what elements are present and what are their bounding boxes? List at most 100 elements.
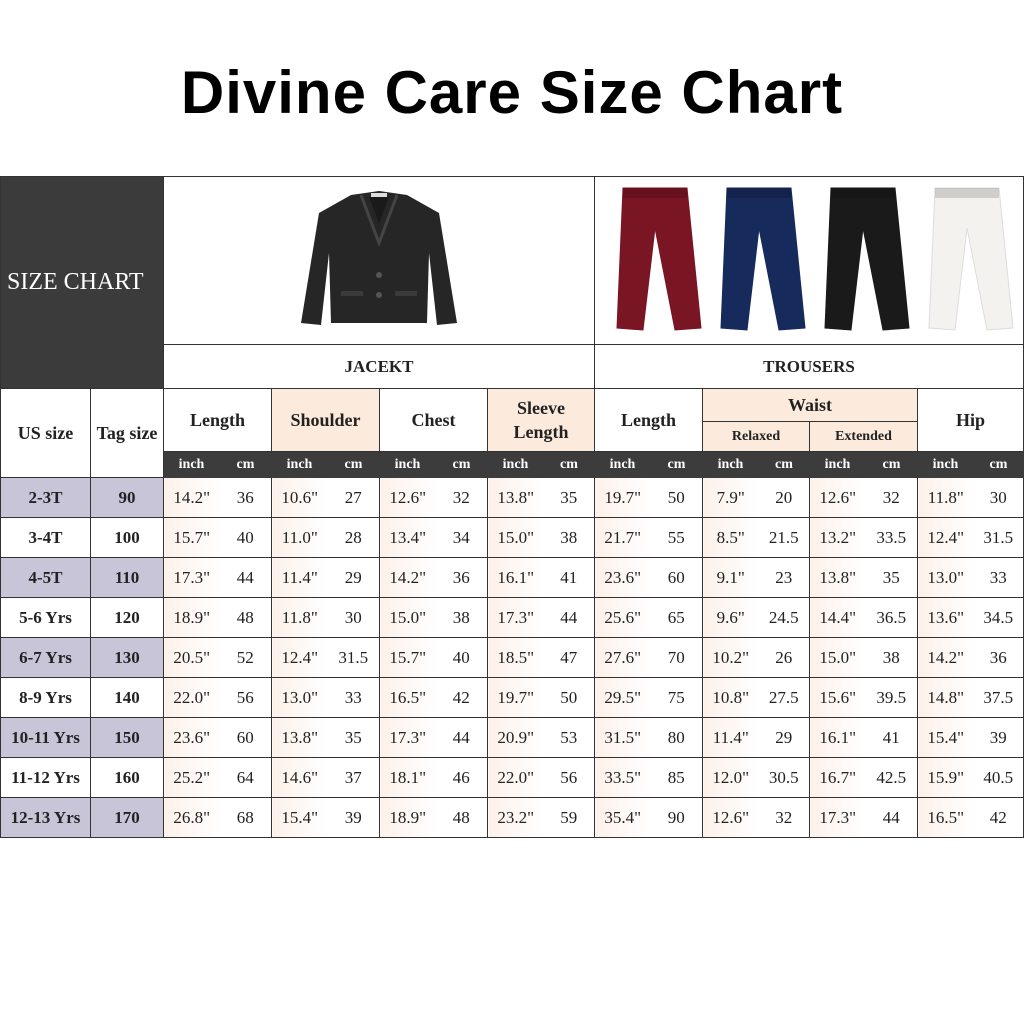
trousers-waistband — [727, 188, 791, 198]
inch-value-cell: 31.5" — [594, 717, 651, 758]
inch-value-cell: 29.5" — [594, 677, 651, 718]
cm-value-cell: 41 — [865, 717, 918, 758]
inch-value-cell: 15.4" — [917, 717, 974, 758]
cm-value-cell: 38 — [865, 637, 918, 678]
header-jacket-length: Length — [163, 388, 272, 452]
inch-value-cell: 15.9" — [917, 757, 974, 798]
cm-value-cell: 48 — [219, 597, 272, 638]
tag-size-cell: 150 — [90, 717, 164, 758]
inch-value-cell: 11.0" — [271, 517, 328, 558]
cm-value-cell: 44 — [543, 597, 595, 638]
header-sleeve-length: Sleeve Length — [487, 388, 595, 452]
trousers-waistband — [831, 188, 895, 198]
unit-cm: cm — [435, 451, 488, 478]
inch-value-cell: 11.4" — [702, 717, 759, 758]
cm-value-cell: 80 — [650, 717, 703, 758]
cm-value-cell: 30 — [327, 597, 380, 638]
tag-size-cell: 160 — [90, 757, 164, 798]
cm-value-cell: 60 — [650, 557, 703, 598]
trousers-item — [928, 187, 1014, 331]
inch-value-cell: 15.4" — [271, 797, 328, 838]
inch-value-cell: 22.0" — [163, 677, 220, 718]
us-size-cell: 2-3T — [0, 477, 91, 518]
cm-value-cell: 24.5 — [758, 597, 810, 638]
unit-cm: cm — [973, 451, 1024, 478]
cm-value-cell: 38 — [435, 597, 488, 638]
unit-inch: inch — [271, 451, 328, 478]
jacket-label: JACEKT — [163, 344, 595, 389]
cm-value-cell: 40 — [219, 517, 272, 558]
tag-size-cell: 110 — [90, 557, 164, 598]
inch-value-cell: 16.5" — [917, 797, 974, 838]
inch-value-cell: 14.2" — [379, 557, 436, 598]
unit-cm: cm — [219, 451, 272, 478]
table-row: 10-11 Yrs 150 23.6" 60 13.8" 35 17.3" 44 20.9" 53… — [0, 717, 1024, 758]
cm-value-cell: 34.5 — [973, 597, 1024, 638]
us-size-cell: 8-9 Yrs — [0, 677, 91, 718]
inch-value-cell: 17.3" — [163, 557, 220, 598]
jacket-image — [163, 176, 595, 345]
unit-cm: cm — [758, 451, 810, 478]
table-row: 3-4T 100 15.7" 40 11.0" 28 13.4" 34 15.0" 38 21.7"… — [0, 517, 1024, 558]
cm-value-cell: 31.5 — [973, 517, 1024, 558]
us-size-cell: 3-4T — [0, 517, 91, 558]
inch-value-cell: 35.4" — [594, 797, 651, 838]
inch-value-cell: 15.0" — [379, 597, 436, 638]
cm-value-cell: 44 — [865, 797, 918, 838]
inch-value-cell: 18.9" — [163, 597, 220, 638]
inch-value-cell: 8.5" — [702, 517, 759, 558]
inch-value-cell: 16.5" — [379, 677, 436, 718]
inch-value-cell: 21.7" — [594, 517, 651, 558]
inch-value-cell: 9.1" — [702, 557, 759, 598]
inch-value-cell: 11.4" — [271, 557, 328, 598]
inch-value-cell: 26.8" — [163, 797, 220, 838]
trousers-item — [720, 187, 806, 331]
trousers-image — [594, 176, 1024, 345]
tag-size-cell: 130 — [90, 637, 164, 678]
inch-value-cell: 14.8" — [917, 677, 974, 718]
cm-value-cell: 68 — [219, 797, 272, 838]
table-row: 12-13 Yrs 170 26.8" 68 15.4" 39 18.9" 48 23.2" 59… — [0, 797, 1024, 838]
inch-value-cell: 12.6" — [702, 797, 759, 838]
cm-value-cell: 42 — [435, 677, 488, 718]
cm-value-cell: 35 — [543, 477, 595, 518]
cm-value-cell: 52 — [219, 637, 272, 678]
us-size-cell: 10-11 Yrs — [0, 717, 91, 758]
inch-value-cell: 14.2" — [917, 637, 974, 678]
inch-value-cell: 33.5" — [594, 757, 651, 798]
inch-value-cell: 14.6" — [271, 757, 328, 798]
cm-value-cell: 30 — [973, 477, 1024, 518]
cm-value-cell: 30.5 — [758, 757, 810, 798]
cm-value-cell: 35 — [865, 557, 918, 598]
us-size-cell: 12-13 Yrs — [0, 797, 91, 838]
size-chart-label: SIZE CHART — [0, 176, 164, 389]
cm-value-cell: 37.5 — [973, 677, 1024, 718]
cm-value-cell: 85 — [650, 757, 703, 798]
tag-size-cell: 170 — [90, 797, 164, 838]
cm-value-cell: 70 — [650, 637, 703, 678]
cm-value-cell: 35 — [327, 717, 380, 758]
cm-value-cell: 53 — [543, 717, 595, 758]
inch-value-cell: 9.6" — [702, 597, 759, 638]
cm-value-cell: 27.5 — [758, 677, 810, 718]
inch-value-cell: 23.6" — [163, 717, 220, 758]
cm-value-cell: 42 — [973, 797, 1024, 838]
cm-value-cell: 75 — [650, 677, 703, 718]
inch-value-cell: 12.0" — [702, 757, 759, 798]
cm-value-cell: 59 — [543, 797, 595, 838]
inch-value-cell: 18.1" — [379, 757, 436, 798]
unit-cm: cm — [543, 451, 595, 478]
cm-value-cell: 28 — [327, 517, 380, 558]
header-trouser-length: Length — [594, 388, 703, 452]
us-size-cell: 11-12 Yrs — [0, 757, 91, 798]
unit-inch: inch — [487, 451, 544, 478]
us-size-cell: 6-7 Yrs — [0, 637, 91, 678]
table-row: 6-7 Yrs 130 20.5" 52 12.4" 31.5 15.7" 40 18.5" 47… — [0, 637, 1024, 678]
us-size-cell: 5-6 Yrs — [0, 597, 91, 638]
trousers-label: TROUSERS — [594, 344, 1024, 389]
cm-value-cell: 39 — [973, 717, 1024, 758]
cm-value-cell: 39 — [327, 797, 380, 838]
cm-value-cell: 31.5 — [327, 637, 380, 678]
page-title: Divine Care Size Chart — [180, 59, 844, 126]
inch-value-cell: 18.5" — [487, 637, 544, 678]
